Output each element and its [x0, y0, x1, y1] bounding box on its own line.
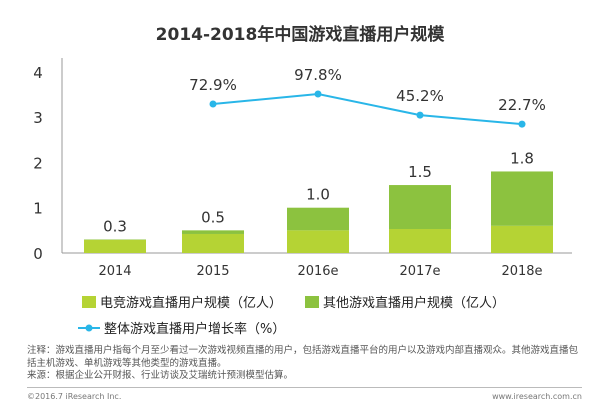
- bar-esports: [84, 239, 146, 253]
- growth-label: 45.2%: [396, 87, 444, 105]
- bar-esports: [182, 233, 244, 253]
- x-tick-label: 2017e: [399, 264, 440, 279]
- bar-esports: [491, 225, 553, 253]
- legend-label: 其他游戏直播用户规模（亿人）: [323, 296, 506, 311]
- y-tick-label: 4: [33, 64, 43, 82]
- bar-other: [491, 171, 553, 226]
- copyright: ©2016.7 iResearch Inc.: [27, 392, 122, 401]
- growth-label: 22.7%: [498, 96, 546, 114]
- growth-point: [416, 111, 424, 119]
- bar-other: [182, 230, 244, 234]
- legend-item-other: 其他游戏直播用户规模（亿人）: [305, 292, 505, 311]
- growth-point: [314, 90, 322, 98]
- bar-other: [389, 185, 451, 229]
- growth-point: [209, 100, 217, 108]
- y-tick-label: 2: [33, 154, 43, 172]
- legend-label: 整体游戏直播用户增长率（%）: [104, 322, 286, 337]
- legend-label: 电竞游戏直播用户规模（亿人）: [100, 296, 283, 311]
- y-tick-label: 3: [33, 109, 43, 127]
- chart-title: 2014-2018年中国游戏直播用户规模: [155, 25, 445, 45]
- legend-item-esports: 电竞游戏直播用户规模（亿人）: [82, 292, 282, 311]
- growth-label: 72.9%: [189, 76, 237, 94]
- x-tick-label: 2014: [98, 264, 131, 279]
- x-tick-label: 2016e: [297, 264, 338, 279]
- total-label: 1.8: [510, 149, 534, 167]
- divider: [27, 387, 582, 388]
- y-tick-label: 0: [33, 245, 43, 263]
- website: www.iresearch.com.cn: [492, 392, 582, 401]
- bar-esports: [389, 228, 451, 253]
- total-label: 0.3: [103, 217, 127, 235]
- legend-swatch: [82, 295, 96, 308]
- y-tick-label: 1: [33, 200, 43, 218]
- total-label: 1.0: [306, 186, 330, 204]
- legend-swatch: [305, 295, 319, 308]
- total-label: 0.5: [201, 208, 225, 226]
- legend-item-growth: 整体游戏直播用户增长率（%）: [78, 318, 285, 337]
- bar-esports: [287, 230, 349, 253]
- growth-point: [518, 120, 526, 128]
- footnotes: 注释：游戏直播用户指每个月至少看过一次游戏视频直播的用户，包括游戏直播平台的用户…: [27, 345, 582, 383]
- x-tick-label: 2015: [196, 264, 229, 279]
- note-text: 注释：游戏直播用户指每个月至少看过一次游戏视频直播的用户，包括游戏直播平台的用户…: [27, 345, 579, 369]
- total-label: 1.5: [408, 163, 432, 181]
- legend-line-marker: [78, 324, 100, 331]
- growth-label: 97.8%: [294, 66, 342, 84]
- source-text: 来源：根据企业公开财报、行业访谈及艾瑞统计预测模型估算。: [27, 370, 294, 381]
- growth-line: [212, 92, 523, 126]
- x-tick-label: 2018e: [501, 264, 542, 279]
- bar-other: [287, 207, 349, 231]
- chart-plot: 0 1 2 3 4 2014 2015 2016e 2017e 2018e 0.3 0.5 1.0 1.5…: [33, 58, 572, 279]
